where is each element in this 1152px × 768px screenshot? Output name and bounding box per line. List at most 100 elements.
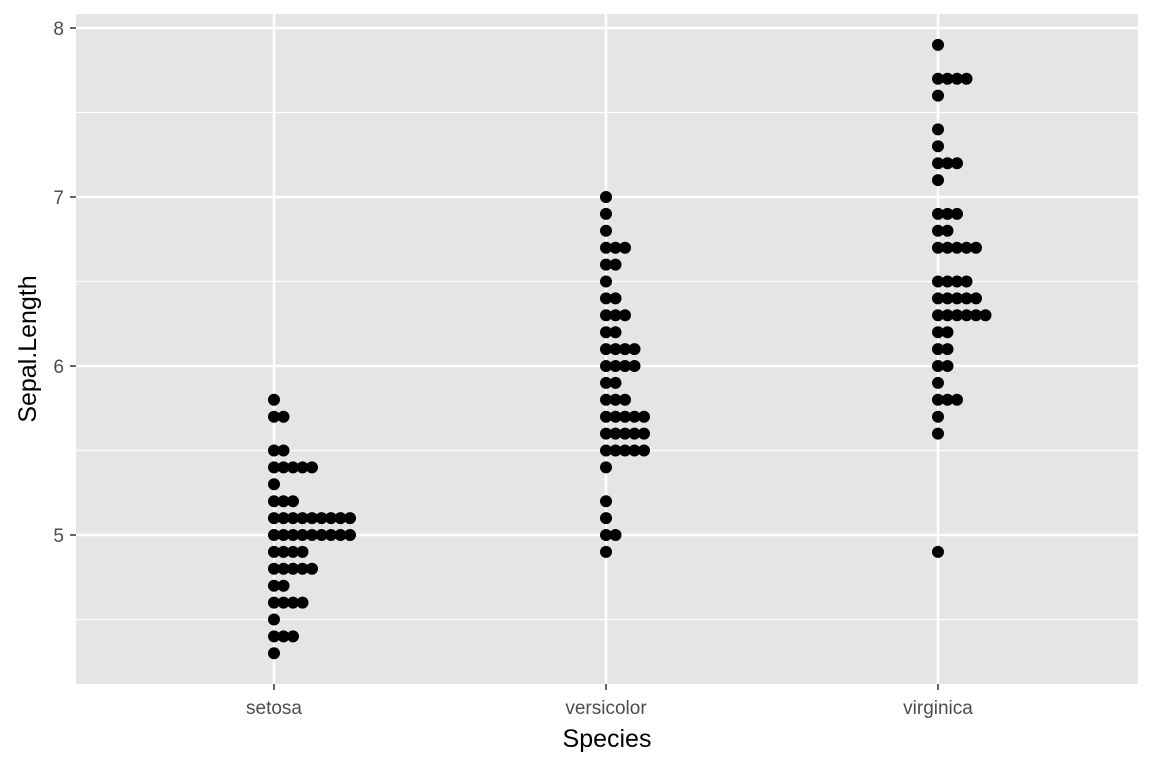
dot-versicolor [609,376,622,389]
dot-setosa [287,596,299,609]
dot-virginica [979,309,992,322]
dot-versicolor [609,309,622,322]
dot-versicolor [609,360,622,372]
dot-virginica [941,292,954,305]
dot-versicolor [628,343,641,356]
dot-setosa [268,613,280,626]
data-points [268,38,992,660]
dot-versicolor [609,444,622,457]
dot-versicolor [600,343,612,356]
dot-virginica [932,38,944,51]
dot-setosa [296,512,309,525]
dot-setosa [315,529,328,541]
dot-versicolor [600,326,612,339]
dot-setosa [268,562,280,575]
dot-setosa [287,495,299,508]
dot-setosa [287,461,299,474]
dot-setosa [268,461,280,474]
dot-virginica [932,545,944,558]
y-axis-title: Sepal.Length [14,275,42,422]
dot-setosa [287,529,299,541]
dot-versicolor [609,427,622,440]
dot-virginica [960,72,973,85]
y-tick-label: 5 [53,526,64,547]
dot-setosa [277,461,290,474]
dot-versicolor [638,427,650,440]
dot-virginica [951,309,963,322]
dot-setosa [287,512,299,525]
dot-setosa [306,562,318,575]
dot-versicolor [600,360,612,372]
dot-versicolor [638,410,650,423]
dot-setosa [287,545,299,558]
dot-versicolor [619,360,631,372]
dot-virginica [932,157,944,170]
dot-setosa [268,410,280,423]
dot-virginica [941,393,954,406]
x-tick-label-versicolor: versicolor [565,698,647,719]
dot-virginica [941,157,954,170]
dot-virginica [932,326,944,339]
dot-versicolor [619,393,631,406]
dot-versicolor [609,529,622,541]
dot-versicolor [600,410,612,423]
dot-versicolor [600,512,612,525]
dot-versicolor [619,444,631,457]
dot-setosa [277,579,290,592]
dot-versicolor [609,258,622,271]
x-axis-title: Species [563,725,652,753]
dot-setosa [277,512,290,525]
x-tick-label-setosa: setosa [246,698,302,719]
dot-versicolor [600,241,612,254]
dot-setosa [268,393,280,406]
dot-virginica [932,241,944,254]
dot-setosa [268,529,280,541]
dot-setosa [325,512,337,525]
dot-versicolor [609,393,622,406]
dot-setosa [268,647,280,660]
dot-versicolor [600,444,612,457]
dot-virginica [951,292,963,305]
dot-setosa [296,529,309,541]
dot-virginica [932,427,944,440]
dot-virginica [932,123,944,136]
dot-versicolor [600,545,612,558]
dot-setosa [296,596,309,609]
dot-setosa [268,444,280,457]
dot-setosa [277,596,290,609]
dot-versicolor [628,360,641,372]
dot-virginica [941,360,954,372]
dot-setosa [334,529,347,541]
dot-virginica [941,343,954,356]
dot-setosa [315,512,328,525]
dot-virginica [932,309,944,322]
dot-versicolor [600,495,612,508]
dot-versicolor [600,461,612,474]
dot-setosa [306,461,318,474]
dot-versicolor [600,207,612,220]
dot-virginica [941,72,954,85]
dot-virginica [951,207,963,220]
dot-setosa [296,562,309,575]
y-tick-label: 8 [53,19,64,40]
dot-versicolor [619,343,631,356]
dot-setosa [277,444,290,457]
dot-setosa [277,562,290,575]
dot-versicolor [628,427,641,440]
dot-setosa [287,630,299,643]
y-axis: 5 6 7 8 [53,19,76,547]
dot-virginica [951,393,963,406]
dot-virginica [932,275,944,288]
dot-virginica [932,343,944,356]
dot-setosa [296,461,309,474]
dot-setosa [277,495,290,508]
dot-virginica [960,241,973,254]
dot-setosa [268,495,280,508]
dot-setosa [268,478,280,491]
dot-versicolor [600,275,612,288]
dot-virginica [932,376,944,389]
dot-setosa [277,630,290,643]
dot-versicolor [600,529,612,541]
dot-setosa [277,545,290,558]
dot-versicolor [600,292,612,305]
